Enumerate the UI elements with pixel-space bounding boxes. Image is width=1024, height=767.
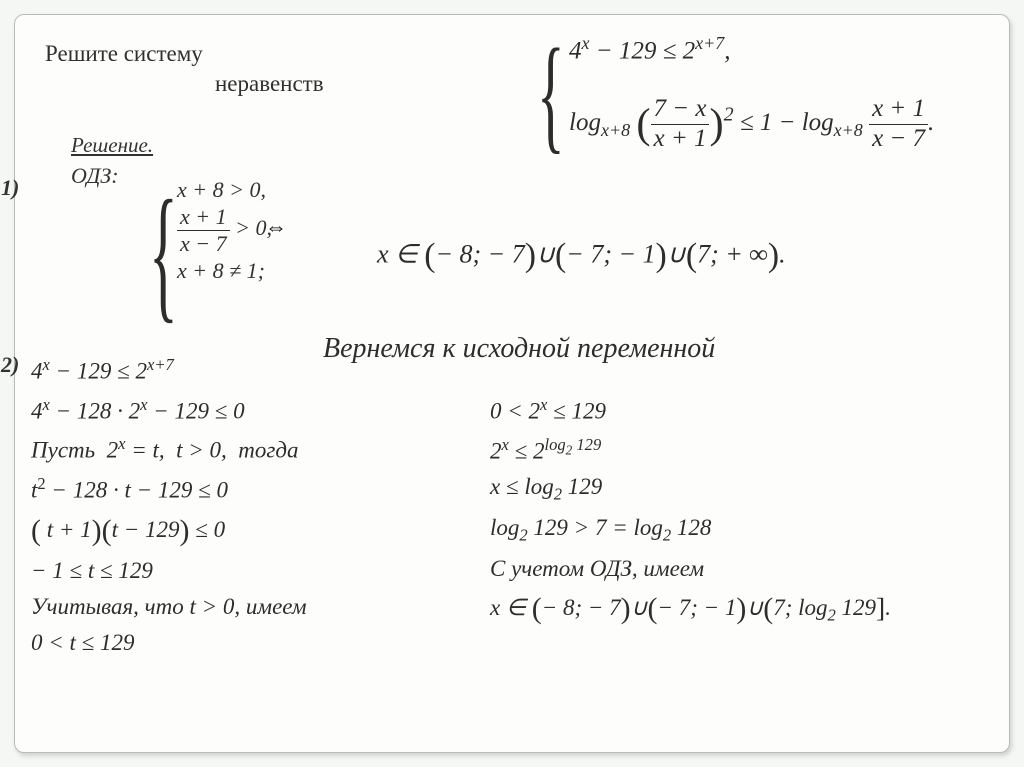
task-label: Решите систему неравенств: [45, 39, 324, 99]
left-r4: t2 − 128 · t − 129 ≤ 0: [31, 474, 307, 504]
step-number-2: 2): [1, 352, 19, 378]
left-r1: 4x − 129 ≤ 2x+7: [31, 355, 307, 385]
top-row: Решите систему неравенств { 4x − 129 ≤ 2…: [39, 33, 985, 161]
equiv-icon: ⇔: [265, 214, 287, 240]
left-r2: 4x − 128 · 2x − 129 ≤ 0: [31, 395, 307, 425]
left-r8: 0 < t ≤ 129: [31, 630, 307, 656]
system-brace-icon: {: [537, 21, 565, 168]
odz-result: x ∈ (− 8; − 7)∪(− 7; − 1)∪(7; + ∞).: [377, 237, 786, 275]
odz-row-1: x + 8 > 0,: [177, 177, 272, 202]
left-r3: Пусть 2x = t, t > 0, тогда: [31, 434, 307, 464]
odz-row-3: x + 8 ≠ 1;: [177, 258, 272, 283]
right-r1: 0 < 2x ≤ 129: [490, 395, 891, 425]
system-ineq-2: logx+8 (7 − xx + 1)2 ≤ 1 − logx+8 x + 1x…: [569, 95, 934, 154]
right-r2: 2x ≤ 2log2 129: [490, 435, 891, 465]
left-r7: Учитывая, что t > 0, имеем: [31, 594, 307, 620]
right-r5: С учетом ОДЗ, имеем: [490, 556, 891, 582]
odz-row-2: x + 1x − 7 > 0,: [177, 204, 272, 256]
right-r6: x ∈ (− 8; − 7)∪(− 7; − 1)∪(7; log2 129].: [490, 592, 891, 626]
task-line1: Решите систему: [45, 41, 203, 66]
left-r5: ( t + 1)(t − 129) ≤ 0: [31, 514, 307, 548]
slide-card: Решите систему неравенств { 4x − 129 ≤ 2…: [14, 14, 1010, 753]
left-column: 4x − 129 ≤ 2x+7 4x − 128 · 2x − 129 ≤ 0 …: [31, 355, 307, 666]
system-ineq-1: 4x − 129 ≤ 2x+7,: [569, 33, 730, 65]
right-column: 0 < 2x ≤ 129 2x ≤ 2log2 129 x ≤ log2 129…: [490, 395, 891, 636]
right-r4: log2 129 > 7 = log2 128: [490, 515, 891, 546]
task-line2: неравенств: [215, 69, 324, 99]
odz-label: ОДЗ:: [71, 163, 119, 189]
odz-system: x + 8 > 0, x + 1x − 7 > 0, x + 8 ≠ 1;: [177, 177, 272, 285]
step-number-1: 1): [1, 175, 19, 201]
left-r6: − 1 ≤ t ≤ 129: [31, 558, 307, 584]
odz-brace-icon: {: [149, 167, 178, 339]
right-r3: x ≤ log2 129: [490, 474, 891, 505]
solution-label: Решение.: [71, 133, 153, 158]
return-heading: Вернемся к исходной переменной: [323, 333, 715, 365]
